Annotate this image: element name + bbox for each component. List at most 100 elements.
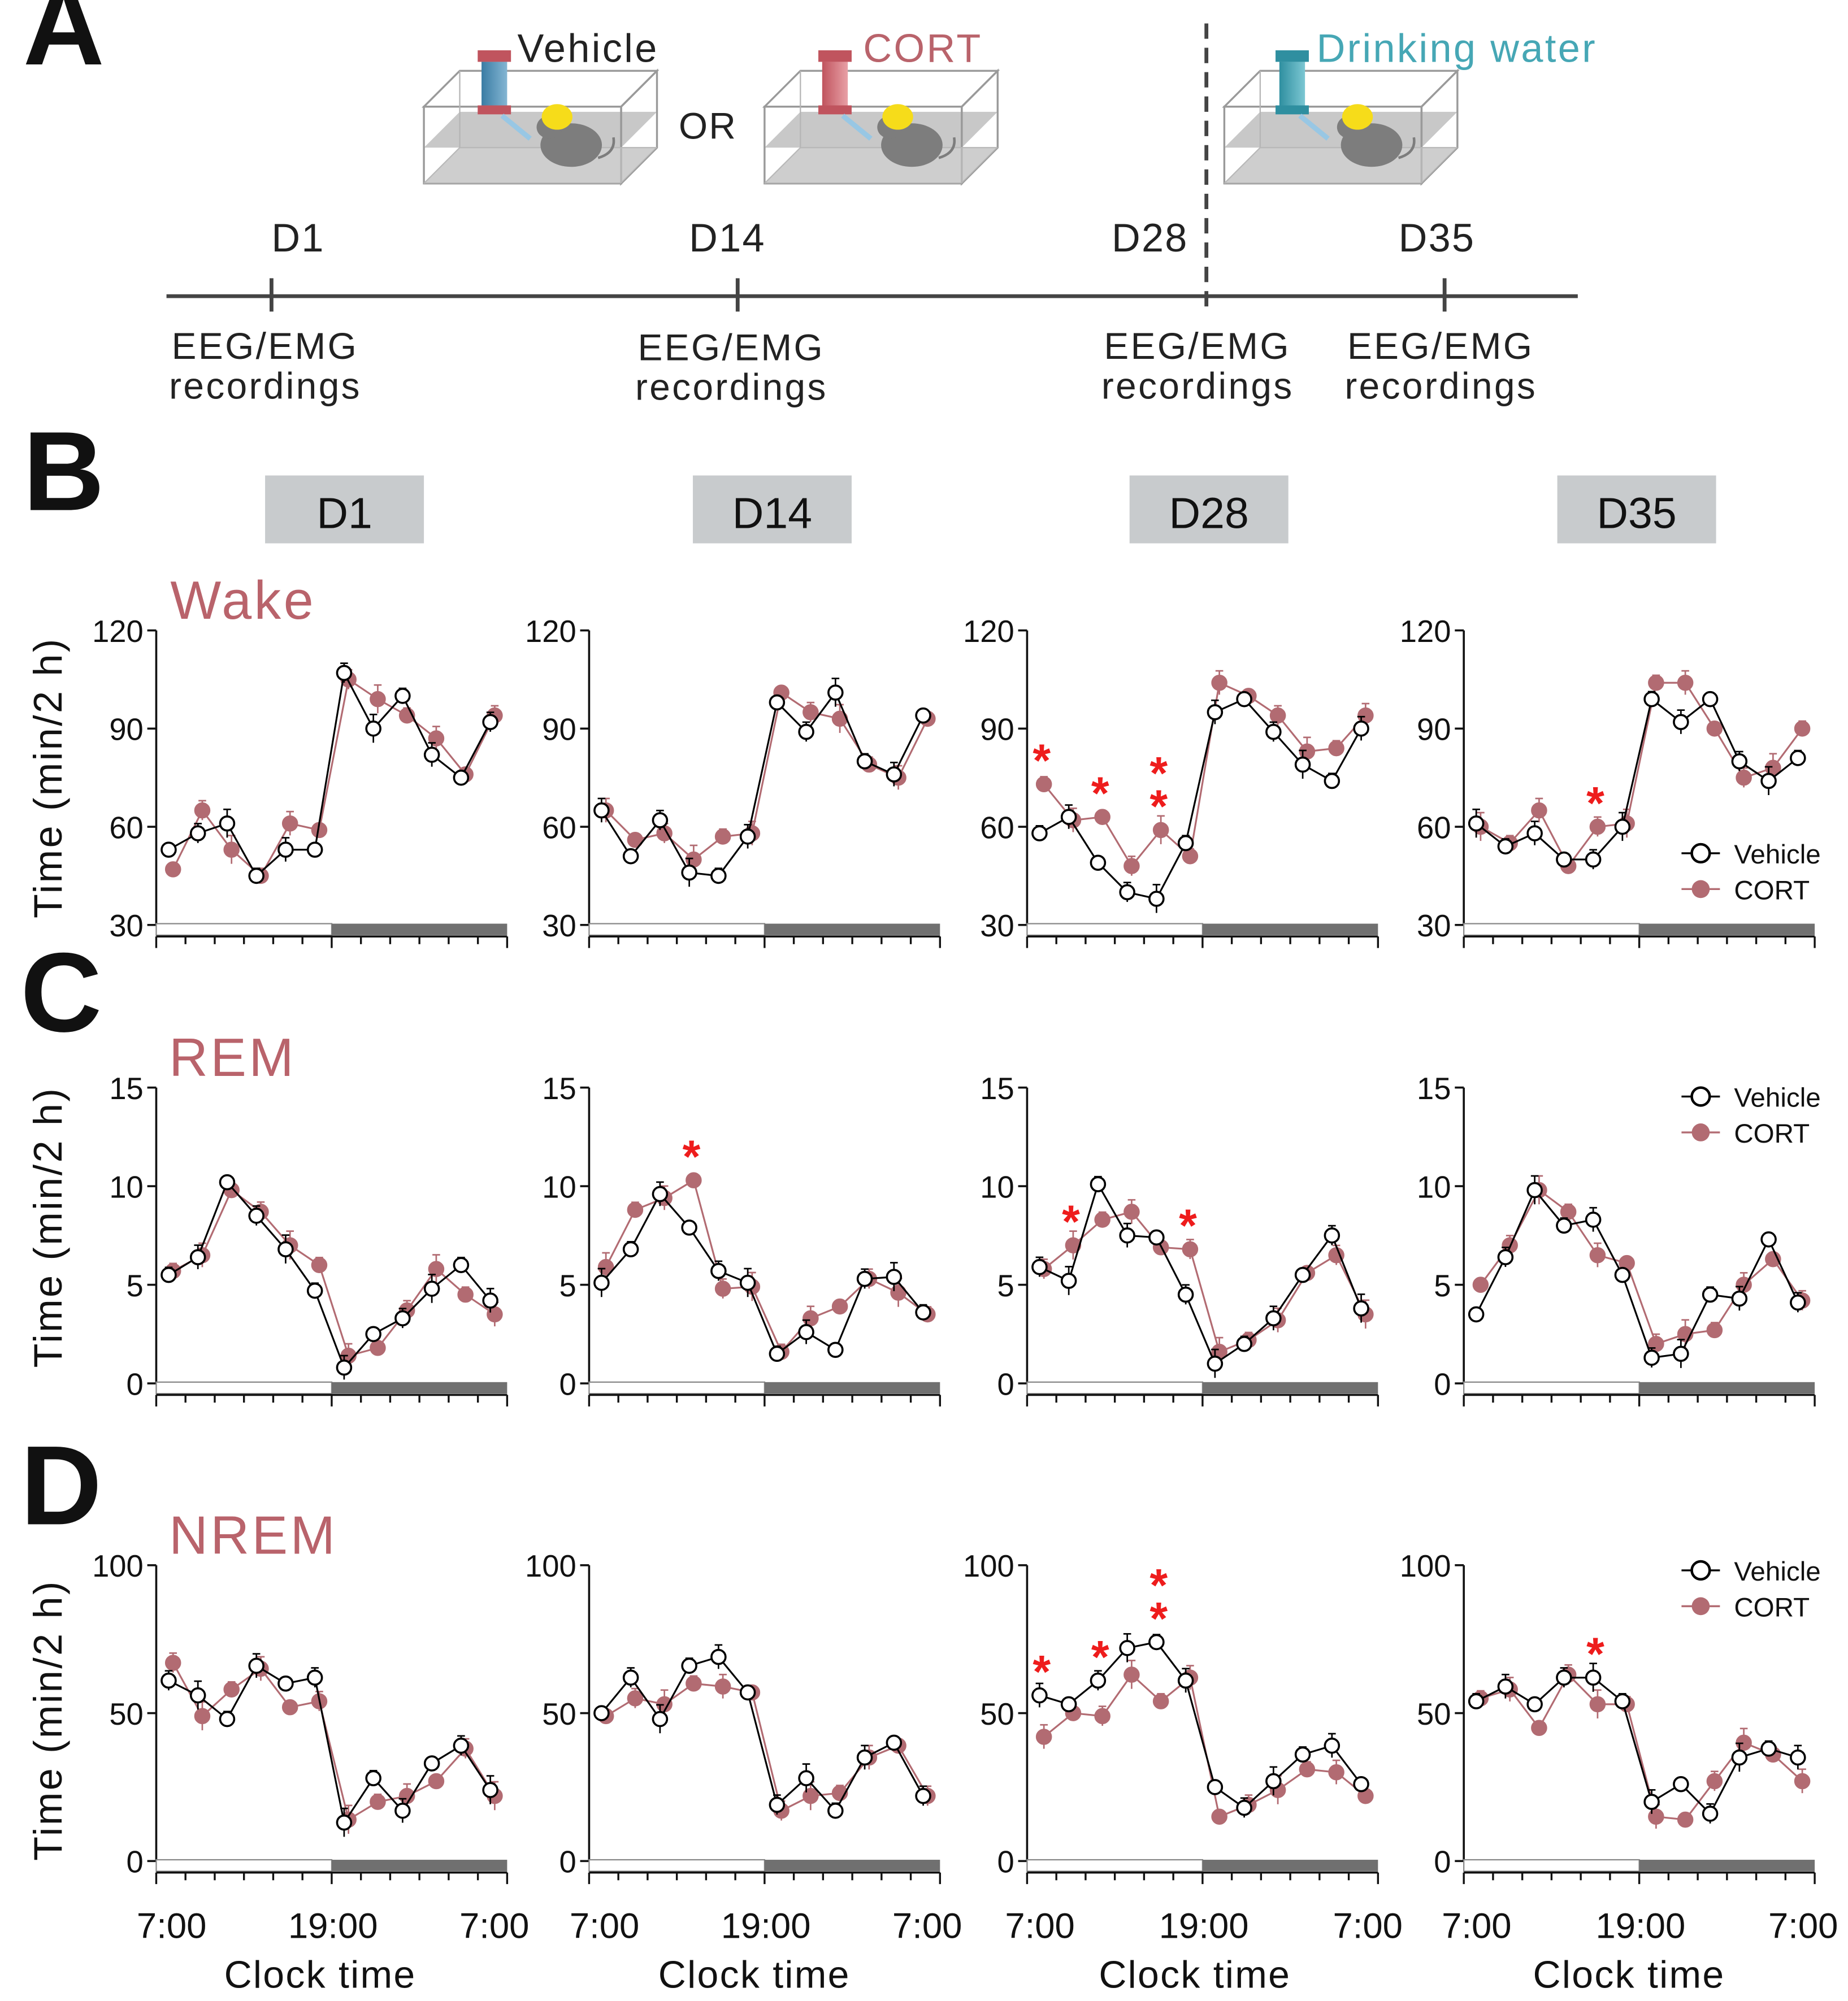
y-tick-label: 0	[559, 1367, 576, 1401]
y-tick-label: 0	[127, 1845, 144, 1880]
cort-point	[1589, 1696, 1606, 1713]
cort-point	[1648, 674, 1664, 691]
vehicle-point	[1119, 1227, 1135, 1244]
cort-point	[627, 1690, 644, 1707]
dark-phase-bar	[1202, 1382, 1378, 1394]
vehicle-point	[1060, 809, 1077, 825]
cort-series-line	[1480, 1673, 1803, 1821]
x-tick-label: 7:00	[459, 1906, 529, 1946]
cort-point	[1328, 740, 1344, 757]
vehicle-point	[1119, 1640, 1135, 1656]
x-tick-label: 7:00	[570, 1906, 639, 1946]
dark-phase-bar	[764, 923, 940, 935]
vehicle-point	[1790, 1749, 1806, 1766]
cort-point	[457, 1286, 474, 1303]
panel-label-d: D	[20, 1422, 102, 1548]
light-phase-bar	[1026, 923, 1204, 936]
option-vehicle: Vehicle	[518, 25, 659, 70]
y-tick-label: 100	[1400, 1549, 1451, 1583]
cort-series-line	[172, 1662, 496, 1821]
rec-line2-d35: recordings	[1344, 365, 1537, 406]
y-tick-label: 120	[1400, 614, 1451, 649]
vehicle-point	[277, 1241, 294, 1258]
option-cort: CORT	[863, 25, 982, 70]
vehicle-point	[886, 1269, 903, 1285]
vehicle-point	[1236, 691, 1252, 707]
vehicle-point	[593, 1705, 610, 1721]
vehicle-point	[1760, 1231, 1777, 1248]
vehicle-point	[827, 1803, 844, 1819]
y-tick-label: 5	[559, 1269, 576, 1303]
vehicle-point	[1207, 1779, 1224, 1795]
recording-label-d1: EEG/EMG recordings	[169, 325, 359, 406]
vehicle-point	[248, 1208, 264, 1224]
vehicle-point	[394, 1803, 411, 1819]
vehicle-point	[622, 1669, 639, 1686]
vehicle-point	[1585, 1669, 1602, 1686]
x-axis-label: Clock time	[1533, 1954, 1725, 1996]
vehicle-point	[1353, 1776, 1369, 1792]
vehicle-point	[1702, 1286, 1719, 1303]
y-tick-label: 50	[109, 1697, 143, 1731]
y-tick-label: 60	[542, 810, 576, 845]
vehicle-point	[856, 1270, 873, 1287]
cort-point	[194, 1708, 211, 1725]
vehicle-point	[1526, 825, 1543, 841]
vehicle-point	[482, 714, 498, 731]
vehicle-point	[1702, 1805, 1719, 1822]
light-phase-bar	[1463, 923, 1640, 936]
dark-phase-bar	[331, 1382, 507, 1394]
y-tick-label: 15	[542, 1071, 576, 1106]
vehicle-point	[1556, 851, 1572, 868]
dark-phase-bar	[1202, 1860, 1378, 1872]
vehicle-point	[1148, 891, 1165, 907]
option-or: OR	[679, 105, 737, 146]
dark-phase-bar	[1202, 923, 1378, 935]
y-tick-label: 90	[980, 713, 1014, 747]
light-phase-bar	[155, 1859, 333, 1872]
cort-point	[428, 1773, 445, 1790]
vehicle-point	[219, 815, 236, 832]
timeline-day-d28: D28	[1112, 215, 1188, 260]
cort-point	[1035, 1729, 1052, 1745]
vehicle-point	[306, 841, 323, 858]
y-tick-label: 15	[980, 1071, 1014, 1106]
y-tick-label: 10	[542, 1170, 576, 1204]
timeline-day-d35: D35	[1399, 215, 1476, 260]
vehicle-point	[827, 1342, 844, 1358]
y-axis-label-rem: Time (min/2 h)	[25, 1087, 70, 1368]
vehicle-point	[277, 1675, 294, 1692]
x-tick-label: 19:00	[1596, 1906, 1686, 1946]
legend-cort-label: CORT	[1734, 1593, 1810, 1623]
vehicle-point	[1585, 1212, 1602, 1228]
significance-star: *	[1149, 748, 1168, 799]
legend-cort-marker	[1691, 1597, 1710, 1616]
day-header-d14: D14	[692, 475, 852, 544]
plot-rem-d1: 0 5 10 15	[109, 1071, 509, 1407]
x-axis-labels: 7:00 19:00 7:00 7:00 19:00 7:00 7:00 19:…	[137, 1906, 1838, 1946]
legend-rem-d35: Vehicle CORT	[1681, 1083, 1821, 1149]
cort-point	[1299, 1761, 1316, 1778]
x-tick-label: 7:00	[1442, 1906, 1511, 1946]
vehicle-point	[306, 1669, 323, 1686]
cort-point	[1706, 1322, 1723, 1339]
y-tick-label: 120	[92, 614, 144, 649]
vehicle-point	[1090, 1672, 1107, 1689]
vehicle-point	[394, 1310, 411, 1327]
cort-point	[1094, 1708, 1110, 1725]
vehicle-point	[1643, 1349, 1660, 1366]
y-tick-label: 90	[542, 713, 576, 747]
cort-point	[1736, 769, 1752, 786]
vehicle-point	[423, 1755, 440, 1772]
vehicle-point	[1265, 723, 1282, 740]
y-tick-label: 5	[997, 1269, 1014, 1303]
state-title-wake: Wake	[170, 571, 316, 631]
vehicle-point	[1265, 1310, 1282, 1327]
state-title-rem: REM	[169, 1028, 296, 1088]
vehicle-point	[915, 1787, 931, 1804]
cort-point	[311, 1257, 328, 1273]
vehicle-point	[652, 812, 669, 828]
significance-star: *	[1091, 1631, 1109, 1683]
vehicle-point	[915, 1304, 931, 1321]
